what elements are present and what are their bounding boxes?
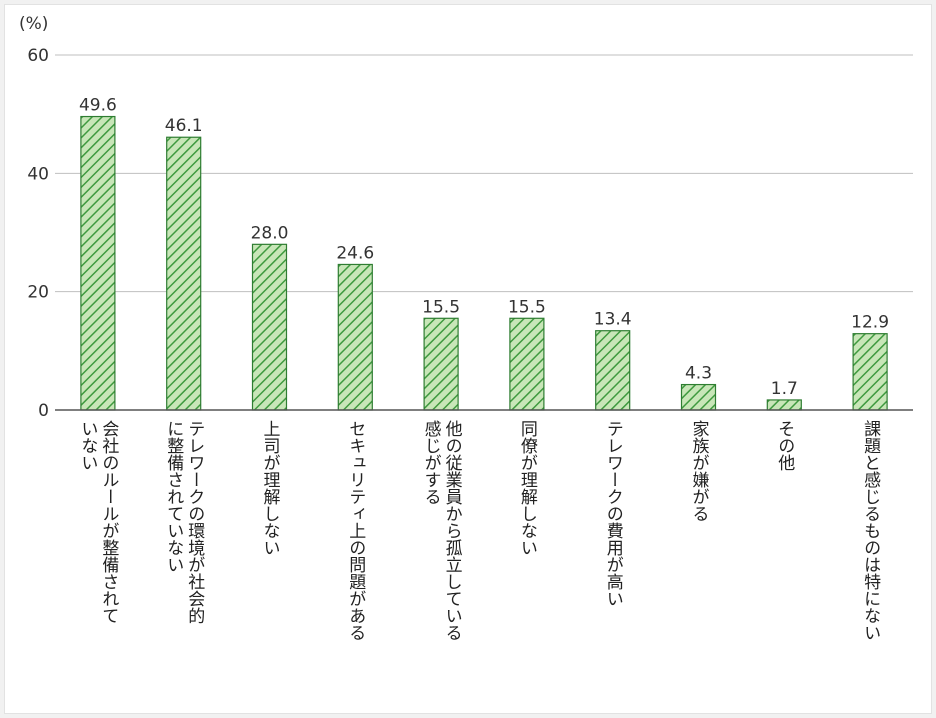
category-label: テレワークの環境が社会的 [184,420,205,625]
category-label: に整備されていない [163,420,184,573]
bar-value-label: 24.6 [336,243,374,263]
category-label: その他 [774,420,795,471]
bar-chart: 0 20 40 60 (%) 49.6 46.1 28.0 24.6 15.5 15.5 13.4… [19,14,913,641]
category-label: テレワークの費用が高い [603,420,624,607]
category-label: 同僚が理解しない [517,420,538,556]
bar [251,243,288,411]
category-label: 他の従業員から孤立している [442,420,463,641]
bar-value-label: 1.7 [771,379,798,399]
bar-value-label: 4.3 [685,364,712,384]
category-label: セキュリティ上の問題がある [345,420,366,641]
y-axis-unit-label: (%) [19,14,48,34]
bar [337,263,373,411]
y-tick-label: 40 [27,164,49,184]
y-axis-ticks: 0 20 40 60 [27,46,49,421]
category-label: 課題と感じるものは特にない [860,420,881,641]
bars [80,115,888,411]
category-label: 家族が嫌がる [689,420,710,522]
value-labels: 49.6 46.1 28.0 24.6 15.5 15.5 13.4 4.3 1.7 12.9 [79,96,889,399]
bar-value-label: 49.6 [79,96,117,116]
category-label: 感じがする [421,420,442,505]
bar-value-label: 12.9 [851,313,889,333]
bar [423,317,459,411]
bar-value-label: 28.0 [251,223,289,243]
category-label: 会社のルールが整備されて [98,420,119,624]
y-tick-label: 0 [38,401,49,421]
y-tick-label: 60 [27,46,49,66]
bar [166,136,202,411]
bar [680,383,717,411]
chart-frame: 0 20 40 60 (%) 49.6 46.1 28.0 24.6 15.5 15.5 13.4… [4,4,932,714]
bar-value-label: 46.1 [165,116,203,136]
bar-value-label: 13.4 [594,310,632,330]
bar [852,333,888,411]
bar [509,317,545,411]
bar [80,115,116,411]
bar-value-label: 15.5 [422,297,460,317]
bar [595,330,631,411]
y-tick-label: 20 [27,283,49,303]
bar [766,399,802,411]
category-label: 上司が理解しない [260,420,281,556]
category-label: いない [77,420,97,471]
bar-value-label: 15.5 [508,297,546,317]
